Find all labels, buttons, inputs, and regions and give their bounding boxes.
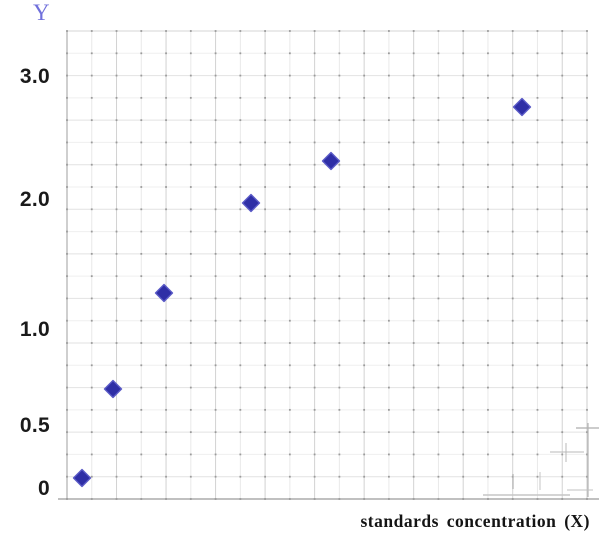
- y-tick-label: 2.0: [19, 188, 50, 211]
- data-point-diamond: [512, 97, 532, 117]
- y-tick-label: 1.0: [19, 318, 50, 341]
- y-axis-title: Y: [33, 0, 50, 25]
- data-point-diamond: [321, 151, 341, 171]
- data-point-diamond: [103, 379, 123, 399]
- y-tick-label: 0.5: [19, 414, 50, 437]
- x-axis-title: standards concentration (X): [360, 511, 590, 531]
- data-point-diamond: [241, 193, 261, 213]
- y-tick-label: 3.0: [19, 65, 50, 88]
- y-tick-label: 0: [38, 477, 50, 500]
- data-point-diamond: [154, 283, 174, 303]
- data-point-diamond: [72, 468, 92, 488]
